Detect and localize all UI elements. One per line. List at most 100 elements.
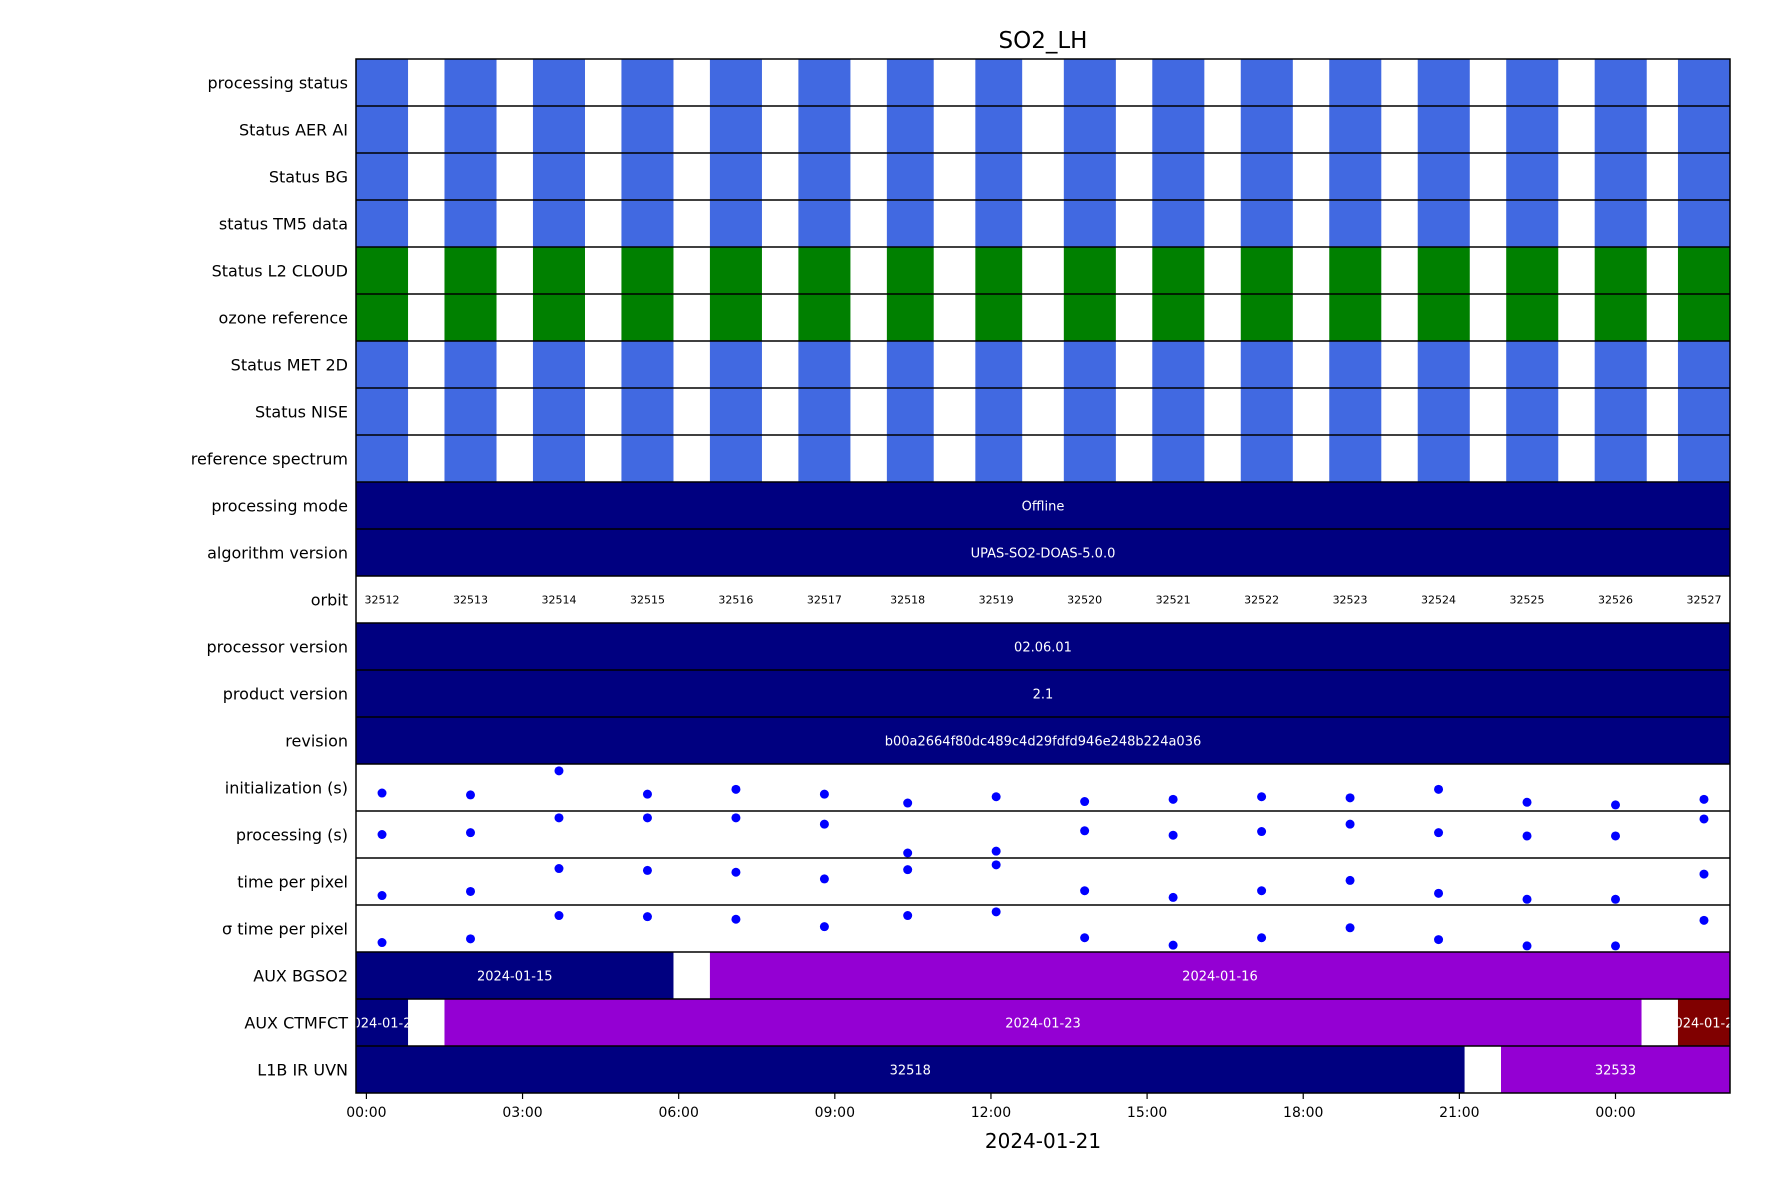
row-17-dot: [1257, 886, 1267, 896]
orbit-number: 32526: [1598, 594, 1633, 607]
row-6-bar: [444, 341, 497, 388]
row-5-bar: [621, 294, 674, 341]
row-7-bar: [356, 388, 409, 435]
row-8-bar: [444, 435, 497, 482]
row-3-bar: [1677, 200, 1730, 247]
row-21-segment: [356, 1046, 1465, 1093]
row-1-bar: [1677, 106, 1730, 153]
row-17-dot: [466, 886, 475, 896]
row-3-bar: [1063, 200, 1116, 247]
row-7-bar: [1506, 388, 1559, 435]
row-2-bar: [1063, 153, 1116, 200]
row-6-bar: [621, 341, 674, 388]
row-15-dot: [819, 789, 829, 799]
orbit-number: 32512: [365, 594, 400, 607]
row-label: Status NISE: [255, 403, 348, 422]
orbit-number: 32514: [541, 594, 576, 607]
row-2-bar: [621, 153, 674, 200]
row-16-dot: [1522, 831, 1532, 841]
row-4-bar: [1417, 247, 1470, 294]
x-tick-label: 00:00: [1595, 1105, 1635, 1121]
segment-label: 2024-01-16: [1182, 970, 1258, 985]
row-4-bar: [1506, 247, 1559, 294]
row-6-bar: [1152, 341, 1205, 388]
row-1-bar: [798, 106, 851, 153]
row-2-bar: [532, 153, 585, 200]
row-2-bar: [1506, 153, 1559, 200]
row-6-bar: [1240, 341, 1293, 388]
row-4-bar: [798, 247, 851, 294]
row-7-bar: [975, 388, 1023, 435]
row-6-bar: [1594, 341, 1647, 388]
row-1-bar: [1063, 106, 1116, 153]
row-5-bar: [1329, 294, 1382, 341]
row-8-bar: [1506, 435, 1559, 482]
row-18-dot: [1434, 935, 1444, 945]
segment-label: Offline: [1022, 500, 1065, 515]
row-1-bar: [975, 106, 1023, 153]
segment-label: 2024-01-23: [1005, 1017, 1081, 1032]
row-2-bar: [356, 153, 409, 200]
row-3-bar: [356, 200, 409, 247]
row-18-dot: [642, 912, 652, 922]
row-15-dot: [1345, 793, 1355, 803]
row-15-dot: [1699, 794, 1709, 804]
row-1-bar: [709, 106, 762, 153]
row-2-bar: [886, 153, 934, 200]
row-6-bar: [798, 341, 851, 388]
segment-label: b00a2664f80dc489c4d29fdfd946e248b224a036: [885, 735, 1202, 750]
orbit-number: 32527: [1686, 594, 1721, 607]
row-0-bar: [1063, 59, 1116, 106]
row-1-bar: [1152, 106, 1205, 153]
row-3-bar: [975, 200, 1023, 247]
row-17-dot: [1611, 894, 1620, 904]
row-label: Status MET 2D: [231, 356, 348, 375]
row-label: L1B IR UVN: [257, 1061, 348, 1080]
row-18-dot: [466, 934, 475, 944]
row-7-bar: [532, 388, 585, 435]
row-5-bar: [886, 294, 934, 341]
row-16-dot: [731, 813, 741, 823]
row-label: initialization (s): [225, 779, 348, 798]
orbit-number: 32513: [453, 594, 488, 607]
row-8-bar: [1152, 435, 1205, 482]
row-3-bar: [1506, 200, 1559, 247]
row-17-dot: [377, 891, 387, 901]
segment-label: 2024-01-15: [477, 970, 553, 985]
row-0-bar: [975, 59, 1023, 106]
orbit-number: 32522: [1244, 594, 1279, 607]
row-18-dot: [1257, 933, 1267, 943]
row-4-bar: [709, 247, 762, 294]
row-4-bar: [886, 247, 934, 294]
row-4-bar: [621, 247, 674, 294]
row-2-bar: [1240, 153, 1293, 200]
row-3-bar: [532, 200, 585, 247]
orbit-number: 32519: [979, 594, 1014, 607]
row-18-dot: [554, 911, 564, 921]
row-15-dot: [991, 792, 1001, 802]
x-axis-label: 2024-01-21: [985, 1129, 1101, 1153]
row-label: time per pixel: [237, 873, 348, 892]
row-15-dot: [1257, 792, 1267, 802]
row-8-bar: [709, 435, 762, 482]
x-tick-label: 00:00: [346, 1105, 386, 1121]
row-8-bar: [1677, 435, 1730, 482]
row-5-bar: [709, 294, 762, 341]
row-label: processing (s): [236, 826, 348, 845]
row-5-bar: [1417, 294, 1470, 341]
row-4-bar: [1240, 247, 1293, 294]
row-15-dot: [903, 798, 913, 808]
orbit-number: 32523: [1333, 594, 1368, 607]
row-label: processor version: [206, 638, 348, 657]
orbit-number: 32521: [1156, 594, 1191, 607]
row-1-bar: [621, 106, 674, 153]
row-8-bar: [532, 435, 585, 482]
row-0-bar: [1677, 59, 1730, 106]
row-18-dot: [1345, 923, 1355, 933]
row-0-bar: [356, 59, 409, 106]
row-5-bar: [1677, 294, 1730, 341]
x-tick-label: 21:00: [1439, 1105, 1479, 1121]
orbit-number: 32524: [1421, 594, 1456, 607]
row-8-bar: [1329, 435, 1382, 482]
row-8-bar: [1594, 435, 1647, 482]
